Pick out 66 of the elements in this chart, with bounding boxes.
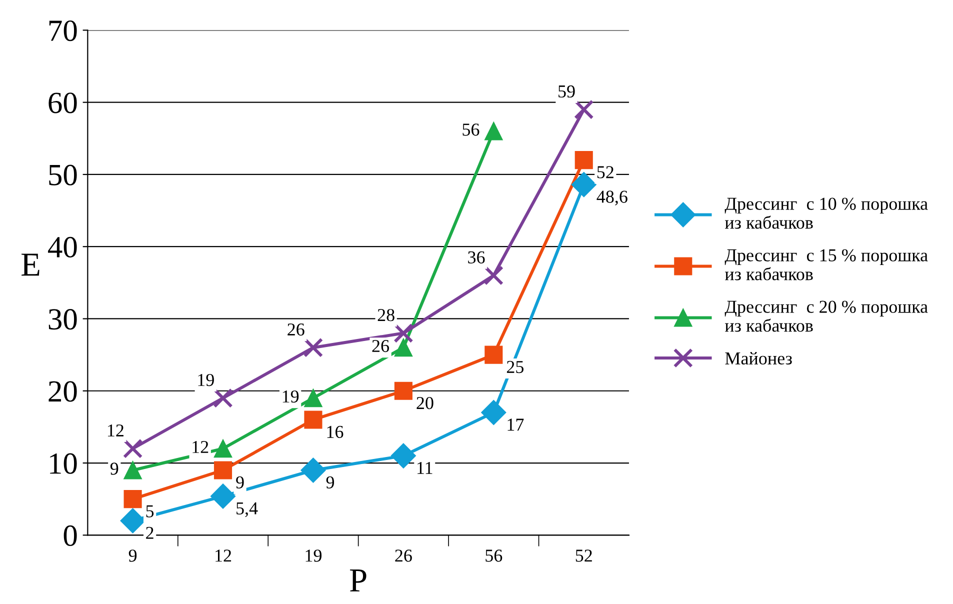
legend-label: Дрессинг с 20 % порошка из кабачков: [724, 300, 928, 332]
x-tick-label: 56: [486, 550, 502, 562]
point: [484, 122, 503, 140]
data-label: 52: [597, 166, 614, 178]
data-label: 12: [108, 424, 124, 436]
y-tick-label: 40: [48, 236, 77, 258]
data-label: 26: [372, 340, 390, 352]
data-label: 5: [146, 505, 154, 518]
data-label: 56: [462, 124, 480, 136]
point: [300, 458, 326, 483]
point: [484, 346, 503, 364]
data-label: 16: [327, 426, 344, 438]
point: [304, 389, 322, 408]
data-label: 48,6: [596, 190, 628, 206]
y-tick-label: 0: [64, 525, 77, 546]
point: [390, 443, 416, 468]
y-tick-label: 50: [49, 164, 77, 186]
data-label: 36: [468, 251, 485, 264]
y-axis-title: E: [22, 254, 40, 276]
point: [481, 400, 506, 425]
data-label: 9: [236, 476, 244, 488]
point: [571, 172, 596, 198]
data-label: 9: [326, 476, 334, 488]
data-label: 5,4: [236, 502, 258, 518]
x-tick-label: 26: [395, 550, 412, 562]
point: [394, 323, 414, 344]
y-tick-label: 60: [48, 92, 77, 114]
legend-label: Майонез: [725, 352, 792, 365]
x-tick-label: 52: [576, 550, 592, 562]
point: [394, 382, 412, 400]
x-tick-label: 19: [306, 550, 322, 562]
data-label: 20: [416, 396, 434, 410]
y-tick-label: 30: [48, 309, 77, 330]
data-label: 59: [558, 85, 575, 98]
legend-label: Дрессинг с 10 % порошка из кабачков: [724, 198, 928, 229]
data-label: 25: [506, 360, 524, 374]
point: [213, 388, 233, 408]
data-label: 26: [288, 323, 304, 336]
y-tick-label: 10: [50, 453, 77, 474]
data-label: 28: [378, 308, 394, 322]
point: [574, 151, 593, 170]
point: [304, 410, 322, 429]
legend-label: Дрессинг с 15 % порошка из кабачков: [724, 249, 928, 280]
data-label: 19: [282, 390, 299, 403]
point: [124, 461, 142, 480]
data-label: 9: [110, 462, 118, 475]
x-tick-label: 9: [128, 550, 137, 562]
point: [124, 490, 142, 508]
point: [484, 266, 504, 286]
data-label: 11: [418, 462, 432, 474]
point: [210, 484, 236, 509]
data-label: 2: [146, 526, 154, 539]
y-tick-label: 20: [48, 381, 77, 402]
data-label: 12: [192, 440, 208, 453]
data-label: 19: [198, 374, 214, 386]
x-axis-title: P: [350, 569, 366, 592]
point: [214, 461, 232, 480]
point: [120, 508, 146, 534]
point: [303, 338, 324, 358]
data-label: 17: [508, 418, 524, 431]
point: [122, 438, 143, 458]
y-tick-label: 70: [49, 20, 77, 42]
x-tick-label: 12: [216, 550, 232, 562]
point: [394, 338, 412, 357]
point: [214, 440, 232, 458]
point: [574, 100, 594, 120]
